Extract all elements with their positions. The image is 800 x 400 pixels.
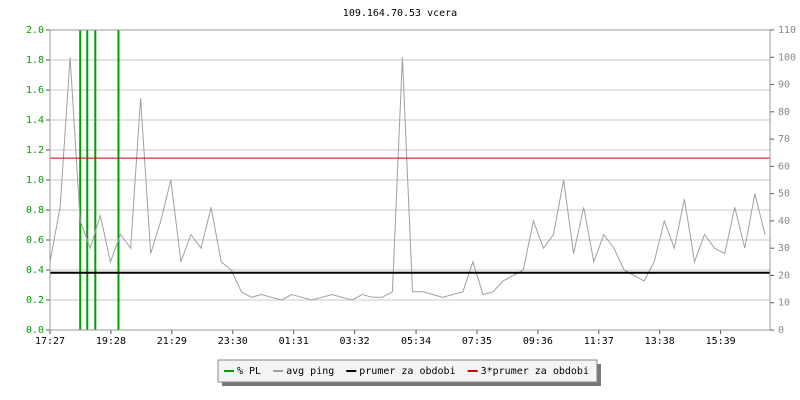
y2-tick-label: 110 — [778, 25, 796, 36]
x-tick-label: 17:27 — [35, 336, 65, 347]
x-tick-label: 03:32 — [340, 336, 370, 347]
y-tick-label: 1.0 — [26, 175, 44, 186]
y2-tick-label: 100 — [778, 52, 796, 63]
y2-tick-label: 20 — [778, 270, 790, 281]
x-tick-label: 07:35 — [462, 336, 492, 347]
y-tick-label: 0.8 — [26, 205, 44, 216]
legend-label: prumer za obdobi — [359, 366, 455, 377]
x-tick-label: 19:28 — [96, 336, 126, 347]
y-tick-label: 0.6 — [26, 235, 44, 246]
y-tick-label: 0.0 — [26, 325, 44, 336]
x-tick-label: 01:31 — [279, 336, 309, 347]
y2-tick-label: 0 — [778, 325, 784, 336]
y-tick-label: 1.2 — [26, 145, 44, 156]
y-tick-label: 2.0 — [26, 25, 44, 36]
ping-line — [49, 57, 766, 301]
y2-tick-label: 10 — [778, 298, 790, 309]
y2-tick-label: 70 — [778, 134, 790, 145]
chart-title: 109.164.70.53 vcera — [343, 8, 457, 19]
x-tick-label: 15:39 — [706, 336, 736, 347]
y2-tick-label: 40 — [778, 216, 790, 227]
legend-label: 3*prumer za obdobi — [481, 366, 589, 377]
y-tick-label: 1.6 — [26, 85, 44, 96]
y2-tick-label: 50 — [778, 189, 790, 200]
y-tick-label: 0.4 — [26, 265, 44, 276]
legend: % PL avg ping prumer za obdobi 3*prumer za … — [217, 359, 601, 386]
x-tick-label: 23:30 — [218, 336, 248, 347]
y-tick-label: 1.8 — [26, 55, 44, 66]
legend-label: avg ping — [286, 366, 334, 377]
y-tick-label: 0.2 — [26, 295, 44, 306]
legend-label: % PL — [237, 366, 261, 377]
y2-tick-label: 80 — [778, 107, 790, 118]
x-tick-label: 11:37 — [584, 336, 614, 347]
plot-frame — [49, 29, 771, 331]
x-tick-label: 05:34 — [401, 336, 431, 347]
x-tick-label: 21:29 — [157, 336, 187, 347]
y2-tick-label: 90 — [778, 80, 790, 91]
y-tick-label: 1.4 — [26, 115, 44, 126]
x-tick-label: 13:38 — [645, 336, 675, 347]
x-tick-label: 09:36 — [523, 336, 553, 347]
legend-box — [217, 359, 598, 383]
y2-tick-label: 60 — [778, 161, 790, 172]
y2-tick-label: 30 — [778, 243, 790, 254]
